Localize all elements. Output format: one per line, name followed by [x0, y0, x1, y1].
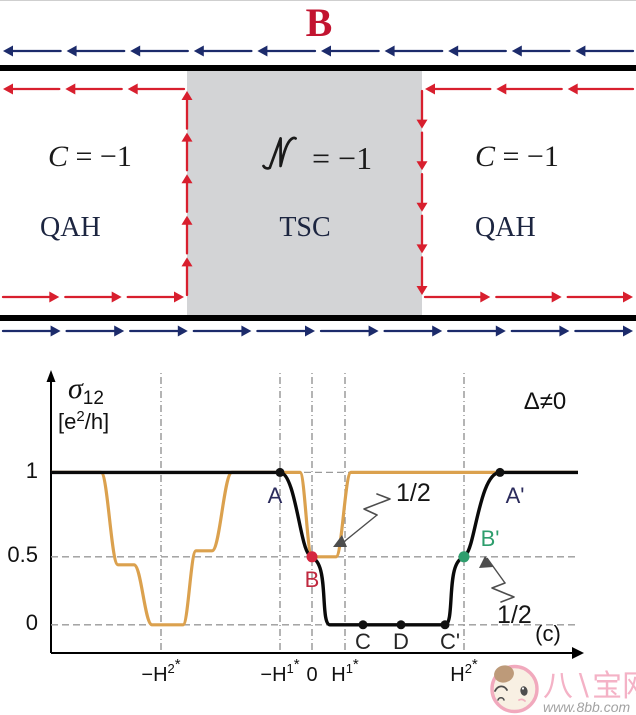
svg-text:[e2/h]: [e2/h] [58, 408, 109, 434]
svg-text:QAH: QAH [40, 212, 101, 243]
svg-text:−H1*: −H1* [260, 656, 299, 686]
svg-text:0: 0 [26, 610, 38, 635]
svg-text:D: D [393, 629, 409, 654]
svg-text:1: 1 [26, 458, 38, 483]
svg-text:A: A [268, 483, 283, 508]
svg-text:C: C [355, 629, 371, 654]
svg-text:σ12: σ12 [68, 372, 104, 409]
svg-text:TSC: TSC [279, 212, 330, 243]
svg-text:−H2*: −H2* [141, 656, 180, 686]
svg-text:= −1: = −1 [312, 140, 372, 176]
svg-text:B: B [305, 567, 320, 592]
svg-text:A': A' [506, 483, 525, 508]
svg-text:B: B [306, 1, 333, 45]
svg-text:(c): (c) [535, 621, 561, 646]
svg-text:C = −1: C = −1 [48, 140, 132, 173]
svg-text:Δ≠0: Δ≠0 [524, 388, 567, 415]
svg-text:0.5: 0.5 [7, 542, 38, 567]
svg-text:0: 0 [306, 664, 317, 686]
svg-text:C': C' [440, 629, 460, 654]
svg-text:B': B' [481, 526, 500, 551]
svg-text:1/2: 1/2 [396, 479, 431, 507]
svg-text:1/2: 1/2 [497, 601, 532, 629]
svg-text:C = −1: C = −1 [475, 140, 559, 173]
svg-text:H2*: H2* [450, 656, 478, 686]
svg-text:QAH: QAH [475, 212, 536, 243]
svg-text:www.8bb.com: www.8bb.com [543, 699, 630, 715]
svg-text:H1*: H1* [331, 656, 359, 686]
